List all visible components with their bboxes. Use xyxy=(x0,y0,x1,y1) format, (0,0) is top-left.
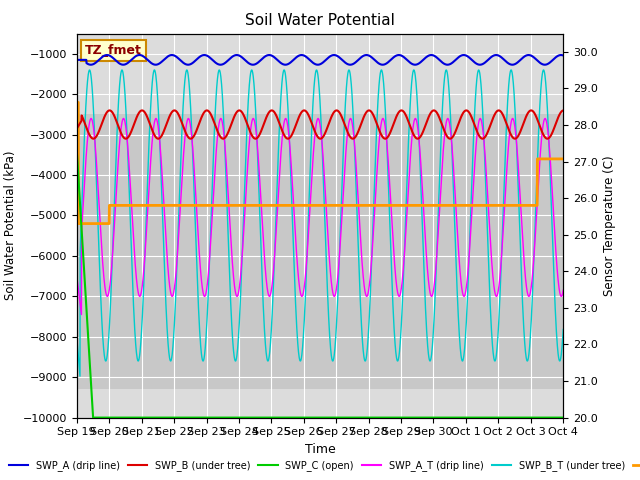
Title: Soil Water Potential: Soil Water Potential xyxy=(245,13,395,28)
Bar xyxy=(77,114,563,389)
X-axis label: Time: Time xyxy=(305,443,335,456)
Legend: SWP_A (drip line), SWP_B (under tree), SWP_C (open), SWP_A_T (drip line), SWP_B_: SWP_A (drip line), SWP_B (under tree), S… xyxy=(5,456,640,475)
Y-axis label: Soil Water Potential (kPa): Soil Water Potential (kPa) xyxy=(4,151,17,300)
Y-axis label: Sensor Temperature (C): Sensor Temperature (C) xyxy=(604,156,616,296)
Text: TZ_fmet: TZ_fmet xyxy=(85,44,142,57)
